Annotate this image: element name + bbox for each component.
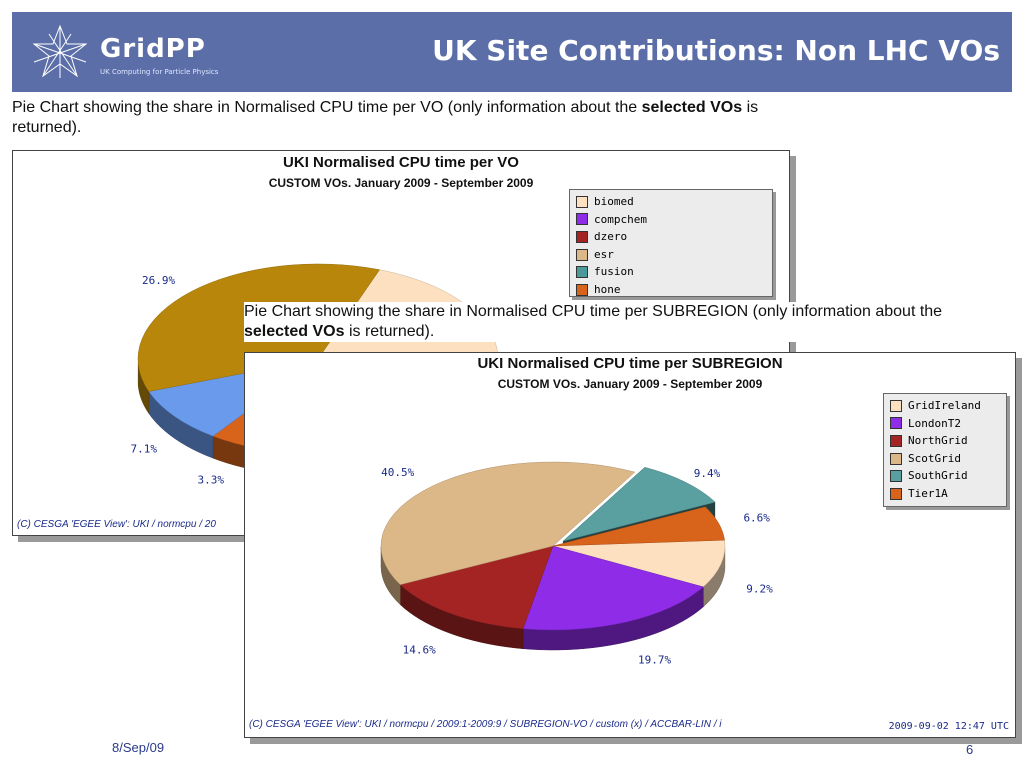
logo-text: GridPP <box>100 34 206 64</box>
legend-item: fusion <box>576 263 766 281</box>
legend-swatch <box>890 399 902 412</box>
star-grid-icon <box>32 24 88 78</box>
legend-item: NorthGrid <box>890 432 1000 450</box>
legend-swatch <box>890 487 902 500</box>
legend-item: compchem <box>576 211 766 229</box>
legend-item: dzero <box>576 228 766 246</box>
legend-label: ScotGrid <box>908 451 961 465</box>
logo-subtitle: UK Computing for Particle Physics <box>100 68 219 76</box>
pie-slice-ScotGrid <box>380 461 636 585</box>
slide-title: UK Site Contributions: Non LHC VOs <box>432 34 1000 67</box>
description-text: Pie Chart showing the share in Normalise… <box>12 99 642 116</box>
legend-label: NorthGrid <box>908 434 968 448</box>
description-text: Pie Chart showing the share in Normalise… <box>244 303 943 320</box>
pie-slice-Tier1A <box>552 506 725 547</box>
pie-label-5: 6.6% <box>743 512 770 525</box>
legend-swatch <box>576 283 588 296</box>
legend-label: dzero <box>594 230 628 244</box>
legend-item: Tier1A <box>890 485 1000 503</box>
pie-label-3: 40.5% <box>381 466 414 479</box>
description-subregion: Pie Chart showing the share in Normalise… <box>244 302 1004 342</box>
gridpp-logo: GridPP UK Computing for Particle Physics <box>30 22 230 82</box>
legend-label: SouthGrid <box>908 469 968 483</box>
legend-label: LondonT2 <box>908 416 961 430</box>
description-bold: selected VOs <box>244 323 345 340</box>
description-vo: Pie Chart showing the share in Normalise… <box>12 98 812 138</box>
chart-subtitle: CUSTOM VOs. January 2009 - September 200… <box>497 377 763 391</box>
legend-label: hone <box>594 282 621 296</box>
subregion-pie-chart: 9.2% 19.7% 14.6% 40.5% 9.4% 6.6% <box>380 461 773 666</box>
pie-slice-LondonT2 <box>522 545 704 631</box>
chart-timestamp: 2009-09-02 12:47 UTC <box>888 721 1009 732</box>
legend-item: hone <box>576 281 766 296</box>
legend-swatch <box>576 213 588 226</box>
slide-page-number: 6 <box>966 742 974 757</box>
legend-label: GridIreland <box>908 399 981 412</box>
slide-date: 8/Sep/09 <box>112 740 165 755</box>
legend-item: LondonT2 <box>890 415 1000 433</box>
pie-label-5: 3.3% <box>198 474 225 487</box>
legend-swatch <box>576 195 588 208</box>
legend-swatch <box>576 248 588 261</box>
chart-title: UKI Normalised CPU time per VO <box>283 154 519 171</box>
legend-label: esr <box>594 247 614 261</box>
description-text-end: is returned). <box>12 99 759 136</box>
legend-swatch <box>890 434 902 447</box>
pie-slice-GridIreland <box>552 539 726 588</box>
description-text-end: is returned). <box>344 323 435 340</box>
pie-slice-SouthGrid <box>562 467 716 542</box>
pie-label-1: 19.7% <box>638 653 671 666</box>
pie-label-2: 14.6% <box>403 643 436 656</box>
vo-legend: biomed compchem dzero esr fusion hone <box>569 189 773 297</box>
legend-item: biomed <box>576 193 766 211</box>
legend-item: esr <box>576 246 766 264</box>
subregion-chart-panel: UKI Normalised CPU time per SUBREGION CU… <box>244 352 1016 738</box>
pie-slice-NorthGrid <box>399 545 554 629</box>
legend-swatch <box>576 266 588 279</box>
legend-item: GridIreland <box>890 397 1000 415</box>
chart-title: UKI Normalised CPU time per SUBREGION <box>477 355 783 372</box>
pie-label-7: 26.9% <box>142 274 175 287</box>
subregion-legend: GridIreland LondonT2 NorthGrid ScotGrid Sout… <box>883 393 1007 507</box>
legend-swatch <box>890 417 902 430</box>
pie-label-4: 9.4% <box>694 467 721 480</box>
legend-label: compchem <box>594 212 647 226</box>
legend-item: ScotGrid <box>890 450 1000 468</box>
legend-swatch <box>890 452 902 465</box>
legend-label: fusion <box>594 265 634 279</box>
legend-label: biomed <box>594 195 634 208</box>
legend-item: SouthGrid <box>890 467 1000 485</box>
legend-swatch <box>890 470 902 483</box>
slide-header: GridPP UK Computing for Particle Physics… <box>12 12 1012 92</box>
chart-subtitle: CUSTOM VOs. January 2009 - September 200… <box>268 176 534 190</box>
chart-footer: (C) CESGA 'EGEE View': UKI / normcpu / 2… <box>249 719 722 730</box>
pie-label-6: 7.1% <box>130 442 157 455</box>
legend-label: Tier1A <box>908 486 948 500</box>
pie-label-0: 9.2% <box>746 583 773 596</box>
chart-footer: (C) CESGA 'EGEE View': UKI / normcpu / 2… <box>17 519 216 530</box>
legend-swatch <box>576 230 588 243</box>
description-bold: selected VOs <box>641 99 743 116</box>
